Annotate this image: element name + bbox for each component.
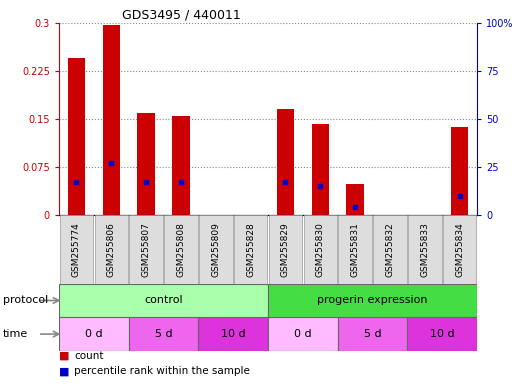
FancyBboxPatch shape [94, 215, 128, 284]
Text: progerin expression: progerin expression [318, 295, 428, 306]
Text: control: control [144, 295, 183, 306]
Text: GSM255808: GSM255808 [176, 222, 185, 277]
Text: 0 d: 0 d [85, 329, 103, 339]
Text: time: time [3, 329, 28, 339]
FancyBboxPatch shape [373, 215, 407, 284]
Text: 10 d: 10 d [221, 329, 246, 339]
Bar [137, 113, 155, 215]
Text: 0 d: 0 d [294, 329, 312, 339]
FancyBboxPatch shape [304, 215, 337, 284]
FancyBboxPatch shape [338, 317, 407, 351]
FancyBboxPatch shape [199, 317, 268, 351]
Text: GSM255831: GSM255831 [351, 222, 360, 277]
Text: count: count [74, 351, 104, 361]
Text: GSM255807: GSM255807 [142, 222, 151, 277]
Bar [172, 116, 190, 215]
Text: ■: ■ [59, 351, 69, 361]
Text: 5 d: 5 d [155, 329, 172, 339]
FancyBboxPatch shape [268, 284, 477, 317]
FancyBboxPatch shape [443, 215, 477, 284]
FancyBboxPatch shape [268, 317, 338, 351]
Bar [103, 25, 120, 215]
Bar [277, 109, 294, 215]
Text: GDS3495 / 440011: GDS3495 / 440011 [122, 9, 241, 22]
FancyBboxPatch shape [199, 215, 232, 284]
Text: protocol: protocol [3, 295, 48, 306]
FancyBboxPatch shape [407, 317, 477, 351]
Bar [346, 184, 364, 215]
Text: GSM255809: GSM255809 [211, 222, 220, 277]
FancyBboxPatch shape [339, 215, 372, 284]
Text: GSM255829: GSM255829 [281, 222, 290, 277]
Text: GSM255774: GSM255774 [72, 222, 81, 277]
FancyBboxPatch shape [408, 215, 442, 284]
FancyBboxPatch shape [269, 215, 302, 284]
FancyBboxPatch shape [60, 215, 93, 284]
Bar [311, 124, 329, 215]
Text: GSM255832: GSM255832 [385, 222, 394, 277]
Text: percentile rank within the sample: percentile rank within the sample [74, 366, 250, 376]
Bar [451, 127, 468, 215]
FancyBboxPatch shape [59, 284, 268, 317]
FancyBboxPatch shape [59, 317, 129, 351]
FancyBboxPatch shape [234, 215, 267, 284]
Text: GSM255828: GSM255828 [246, 222, 255, 277]
FancyBboxPatch shape [164, 215, 198, 284]
Bar [68, 58, 85, 215]
Text: GSM255833: GSM255833 [420, 222, 429, 277]
Text: 10 d: 10 d [430, 329, 455, 339]
FancyBboxPatch shape [129, 215, 163, 284]
Text: ■: ■ [59, 366, 69, 376]
Text: GSM255830: GSM255830 [316, 222, 325, 277]
Text: GSM255834: GSM255834 [455, 222, 464, 277]
Text: GSM255806: GSM255806 [107, 222, 116, 277]
FancyBboxPatch shape [129, 317, 199, 351]
Text: 5 d: 5 d [364, 329, 381, 339]
